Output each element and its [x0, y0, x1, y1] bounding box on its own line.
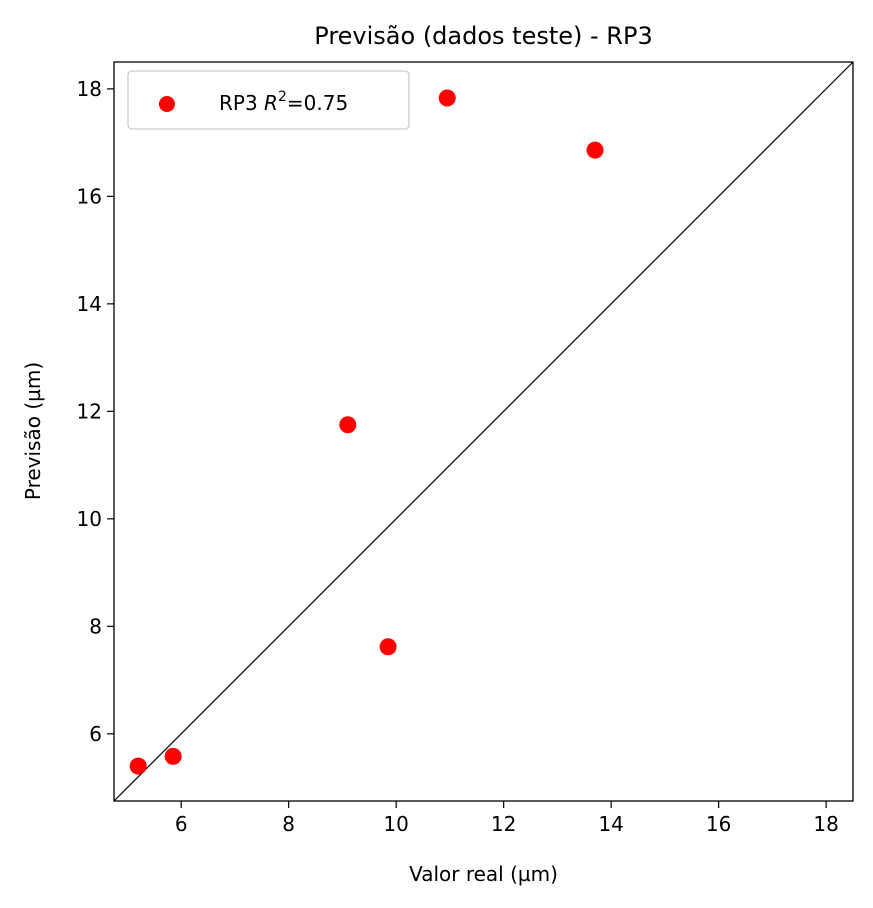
y-axis-title: Previsão (µm)	[21, 362, 45, 500]
x-axis-title: Valor real (µm)	[409, 862, 558, 886]
legend: RP3 R2=0.75	[127, 70, 410, 130]
legend-marker	[159, 96, 175, 112]
x-tick-label: 14	[598, 812, 623, 836]
y-tick-label: 8	[89, 614, 102, 638]
reference-line-layer	[113, 61, 854, 802]
y-tick-label: 12	[77, 399, 102, 423]
y-axis: 6 8 10 12 14 16 18	[77, 77, 114, 746]
y-tick-label: 18	[77, 77, 102, 101]
y-tick-label: 10	[77, 507, 102, 531]
y-tick-label: 6	[89, 722, 102, 746]
legend-box	[127, 70, 410, 130]
legend-r2-value: 0.75	[304, 91, 349, 115]
chart-title: Previsão (dados teste) - RP3	[314, 22, 652, 50]
x-tick-label: 10	[383, 812, 408, 836]
y-tick-label: 16	[77, 184, 102, 208]
data-point	[379, 638, 397, 656]
legend-superscript: 2	[278, 89, 287, 105]
data-point	[586, 141, 604, 159]
plot-area	[113, 61, 854, 802]
data-point	[164, 747, 182, 765]
x-tick-label: 8	[282, 812, 295, 836]
plot-frame	[113, 61, 854, 802]
x-tick-label: 16	[706, 812, 731, 836]
data-point	[129, 757, 147, 775]
x-axis: 6 8 10 12 14 16 18	[175, 801, 839, 836]
legend-label: RP3 R2=0.75	[219, 89, 348, 115]
data-point	[438, 89, 456, 107]
data-point	[339, 416, 357, 434]
y-tick-label: 14	[77, 292, 102, 316]
x-tick-label: 18	[813, 812, 838, 836]
data-points	[129, 89, 604, 775]
legend-series-name: RP3	[219, 91, 258, 115]
legend-r-symbol: R	[264, 91, 278, 115]
x-tick-label: 12	[491, 812, 516, 836]
identity-line	[113, 61, 854, 802]
x-tick-label: 6	[175, 812, 188, 836]
